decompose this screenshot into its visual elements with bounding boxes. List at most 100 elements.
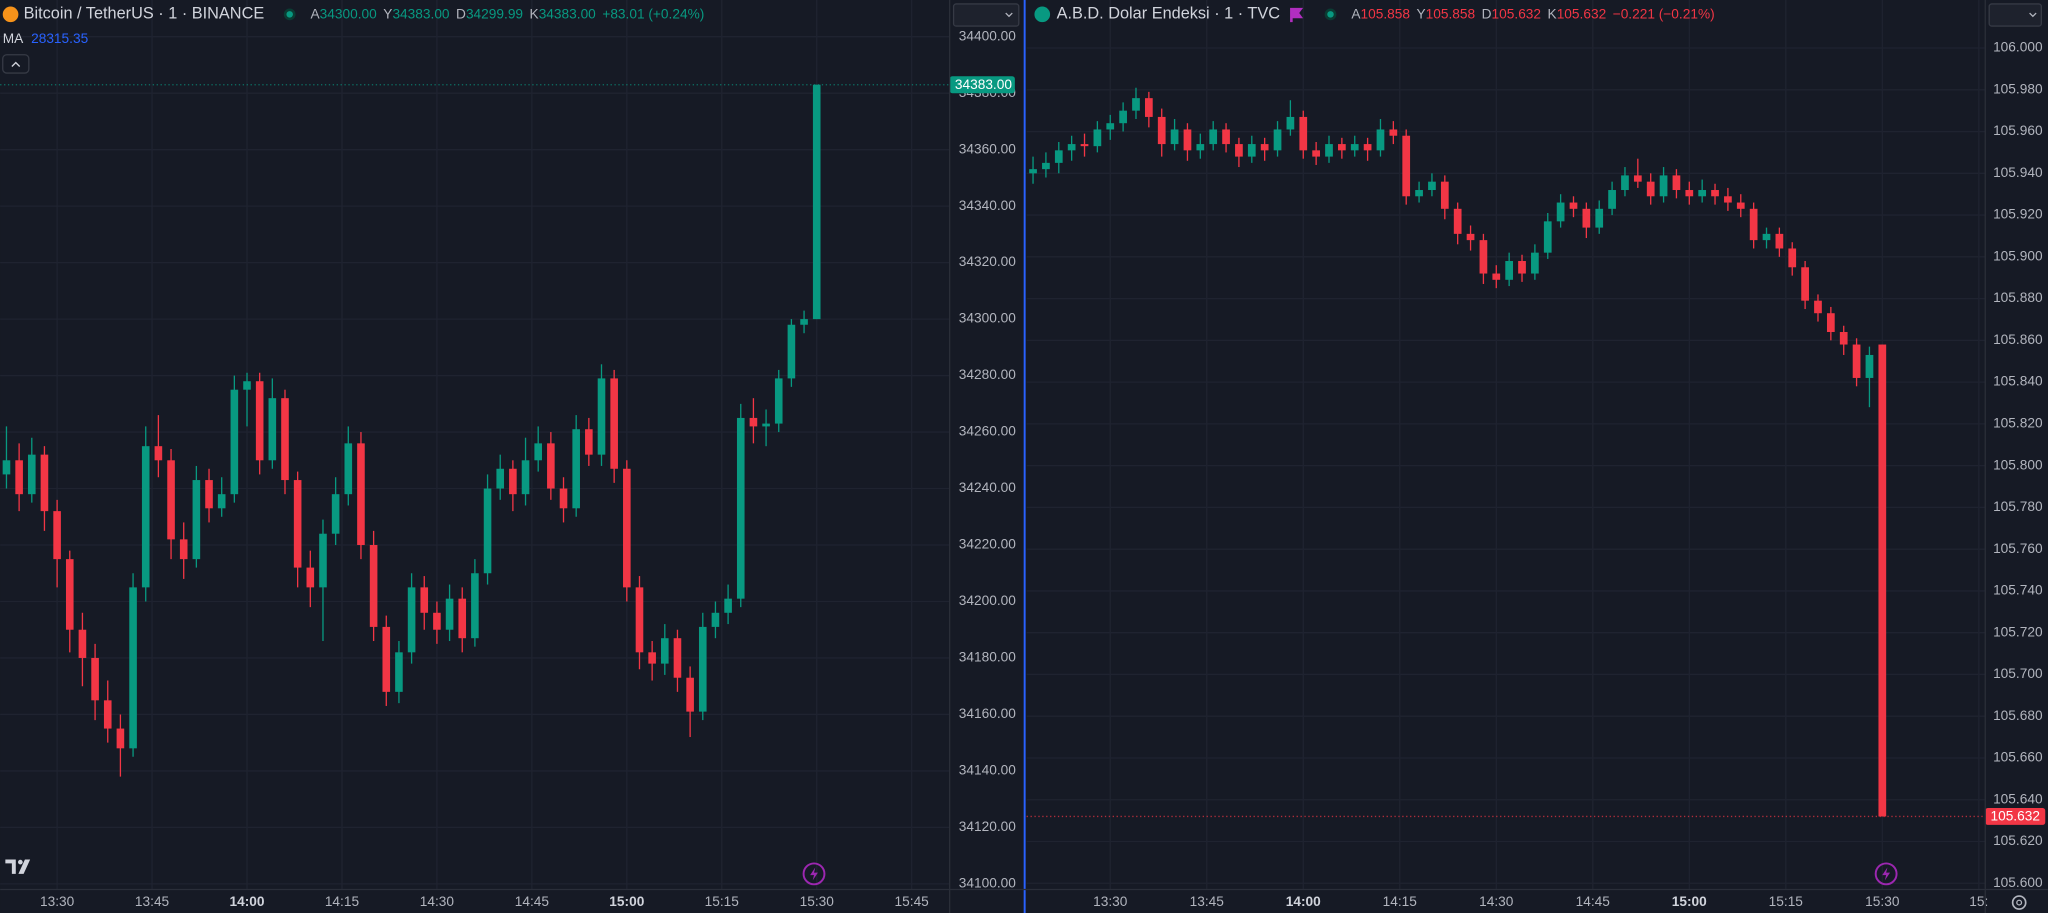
legend-key: Y [1417, 6, 1426, 21]
y-tick-label: 105.800 [1993, 457, 2043, 472]
replay-icon[interactable] [1874, 862, 1898, 886]
x-tick-label: 14:00 [230, 894, 265, 909]
candle-body [483, 488, 492, 574]
replay-icon[interactable] [802, 862, 826, 886]
icon-bolt [1882, 867, 1891, 881]
candle-body [1826, 313, 1835, 333]
candle-body [711, 612, 720, 627]
legend-value: 34300.00 [320, 6, 377, 21]
y-tick-label: 34360.00 [959, 141, 1016, 156]
candle-body [27, 454, 36, 495]
x-tick-label: 13:45 [135, 894, 170, 909]
candle-body [736, 417, 745, 599]
candle-body [1492, 273, 1501, 280]
y-tick-label: 34300.00 [959, 311, 1016, 326]
candle-body [141, 446, 150, 588]
x-tick-label: 14:30 [1479, 894, 1514, 909]
y-tick-label: 105.860 [1993, 332, 2043, 347]
candle-body [1698, 190, 1707, 197]
candle-body [1402, 135, 1411, 197]
candle-body [1144, 98, 1153, 117]
candle-body [521, 460, 530, 495]
candle-body [53, 511, 61, 560]
candle-body [1543, 221, 1552, 253]
legend-key: D [1482, 6, 1492, 21]
candle-body [306, 567, 315, 588]
candle-body [1222, 129, 1230, 145]
y-tick-label: 34120.00 [959, 819, 1016, 834]
candle-body [255, 381, 264, 461]
candle-body [1608, 190, 1616, 209]
candle-body [369, 545, 378, 627]
candles [1029, 87, 1887, 817]
gear-hub [2016, 899, 2023, 906]
settings-icon[interactable] [2011, 895, 2027, 910]
candle-body [1466, 233, 1475, 241]
btc-icon [2, 6, 19, 23]
candle-body [673, 638, 682, 678]
candle-body [1273, 129, 1282, 151]
candle-body [65, 559, 74, 630]
candle-body [445, 598, 454, 630]
collapse-button[interactable] [2, 54, 30, 74]
candle-body [509, 468, 517, 495]
status-dot [286, 11, 293, 18]
candle-body [167, 460, 175, 540]
candle-body [698, 626, 707, 712]
candle-body [78, 629, 87, 658]
candle-body [192, 480, 201, 560]
candle-body [812, 84, 821, 320]
gear-ring [2011, 895, 2027, 910]
last-price-tag [949, 76, 1015, 94]
y-tick-label: 34160.00 [959, 706, 1016, 721]
collapse-icon [11, 61, 21, 67]
candle-body [230, 389, 239, 495]
candle-body [1749, 208, 1758, 241]
y-tick-label: 34240.00 [959, 480, 1016, 495]
logo-mark [5, 859, 31, 874]
candle-body [1196, 144, 1205, 151]
flag-icon [1290, 7, 1304, 23]
legend-value: 105.858 [1426, 6, 1476, 21]
candle-body [1209, 129, 1218, 145]
legend-value: 34383.00 [392, 6, 449, 21]
candle-body [547, 443, 555, 489]
x-tick-label: 15:00 [609, 894, 644, 909]
chart-title: A.B.D. Dolar Endeksi · 1 · TVC [1057, 5, 1281, 23]
candle-body [585, 429, 593, 455]
candle-body [800, 319, 808, 325]
candle-body [293, 480, 302, 568]
currency-dropdown[interactable] [952, 3, 1020, 27]
icon-ring [1874, 862, 1898, 886]
y-tick-label: 34260.00 [959, 424, 1016, 439]
candle-body [1029, 169, 1037, 174]
x-tick-label: 15:15 [1769, 894, 1804, 909]
currency-dropdown[interactable] [1988, 3, 2042, 27]
candle-body [40, 454, 49, 512]
indicator-value: 28315.35 [31, 31, 88, 46]
candle-body [1299, 116, 1308, 151]
candle-body [762, 423, 770, 427]
candle-body [1788, 248, 1797, 268]
y-tick-label: 105.620 [1993, 833, 2043, 848]
candle-body [1440, 181, 1449, 209]
candle-body [1376, 129, 1385, 151]
candle-body [1428, 181, 1436, 191]
candle-body [116, 728, 125, 749]
candle-body [724, 598, 732, 613]
candle-body [1736, 202, 1745, 209]
candle-body [1312, 150, 1320, 157]
candle-body [749, 417, 758, 427]
candle-body [458, 598, 467, 639]
candle-body [1724, 196, 1732, 203]
candle-body [623, 468, 631, 588]
y-tick-label: 105.980 [1993, 81, 2043, 96]
ohlc-legend: A105.858 Y105.858 D105.632 K105.632 −0.221 (… [1351, 6, 1714, 21]
candle-body [1286, 116, 1295, 130]
x-tick-label: 14:15 [325, 894, 360, 909]
y-tick-label: 34140.00 [959, 763, 1016, 778]
candle-body [395, 652, 403, 692]
candle-body [2, 460, 11, 475]
candle-body [1775, 233, 1784, 249]
